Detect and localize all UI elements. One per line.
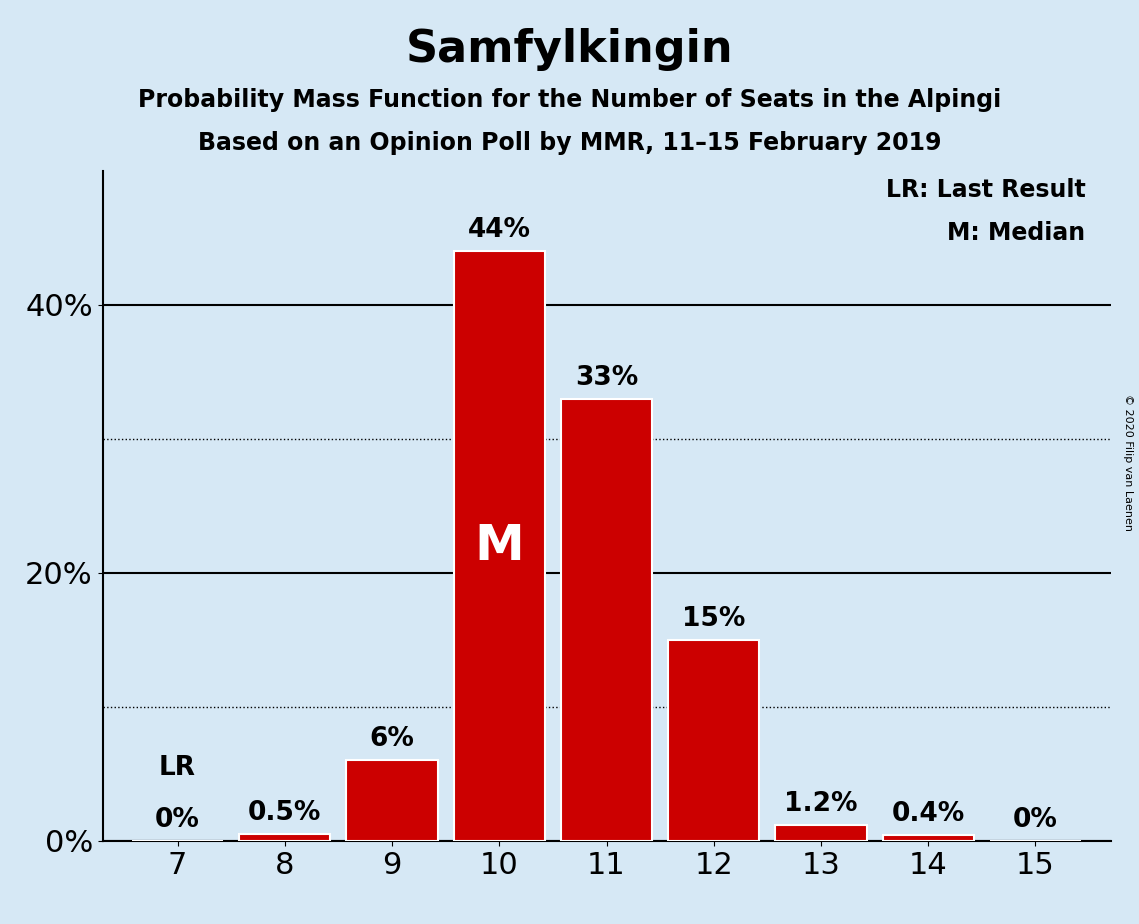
Text: 0%: 0%: [155, 807, 200, 833]
Text: 1.2%: 1.2%: [785, 791, 858, 817]
Text: LR: Last Result
M: Median: LR: Last Result M: Median: [886, 177, 1085, 245]
Bar: [883, 835, 974, 841]
Bar: [669, 639, 760, 841]
Text: 0.4%: 0.4%: [892, 801, 965, 828]
Text: M: M: [475, 522, 524, 570]
Text: 15%: 15%: [682, 606, 745, 632]
Text: 33%: 33%: [575, 365, 638, 391]
Text: LR: LR: [159, 755, 196, 781]
Text: Probability Mass Function for the Number of Seats in the Alpingi: Probability Mass Function for the Number…: [138, 88, 1001, 112]
Text: Based on an Opinion Poll by MMR, 11–15 February 2019: Based on an Opinion Poll by MMR, 11–15 F…: [198, 131, 941, 155]
Text: 0%: 0%: [1013, 807, 1058, 833]
Bar: [776, 825, 867, 841]
Bar: [239, 834, 330, 841]
Bar: [346, 760, 437, 841]
Text: 6%: 6%: [370, 726, 415, 752]
Text: 44%: 44%: [468, 217, 531, 243]
Bar: [453, 251, 544, 841]
Text: Samfylkingin: Samfylkingin: [405, 28, 734, 71]
Text: 0.5%: 0.5%: [248, 800, 321, 826]
Bar: [560, 399, 653, 841]
Text: © 2020 Filip van Laenen: © 2020 Filip van Laenen: [1123, 394, 1133, 530]
